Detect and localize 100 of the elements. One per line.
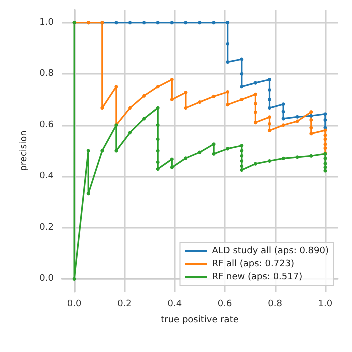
x-axis-title: true positive rate [161, 316, 240, 326]
point [184, 106, 188, 110]
point [268, 78, 272, 82]
point [184, 156, 188, 160]
point [254, 121, 258, 125]
point [324, 142, 328, 146]
point [156, 167, 160, 171]
point [198, 100, 202, 104]
point [142, 117, 146, 121]
legend-label: RF all (aps: 0.723) [212, 260, 295, 270]
point [170, 21, 174, 25]
point [268, 88, 272, 92]
point [100, 149, 104, 153]
point [128, 131, 132, 135]
point [226, 21, 230, 25]
point [324, 162, 328, 166]
point [310, 114, 314, 118]
point [310, 132, 314, 136]
point [240, 58, 244, 62]
point [310, 118, 314, 122]
point [324, 166, 328, 170]
point [296, 156, 300, 160]
point [226, 60, 230, 64]
y-tick-label: 0.4 [40, 172, 54, 182]
point [240, 149, 244, 153]
y-axis-title: precision [19, 130, 30, 172]
point [156, 85, 160, 89]
y-tick-label: 0.2 [40, 222, 54, 233]
point [156, 124, 160, 128]
point [198, 21, 202, 25]
point [142, 94, 146, 98]
y-tick-label: 0.0 [40, 274, 54, 284]
point [184, 21, 188, 25]
x-tick-label: 0.8 [268, 300, 283, 310]
x-tick-label: 0.6 [218, 300, 233, 310]
point [240, 85, 244, 89]
point [156, 106, 160, 110]
y-tick-label: 0.6 [40, 120, 54, 130]
point [114, 85, 118, 89]
point [254, 102, 258, 106]
point [282, 102, 286, 106]
point [324, 112, 328, 116]
point [142, 21, 146, 25]
point [170, 98, 174, 102]
point [268, 106, 272, 110]
point [310, 154, 314, 158]
point [156, 160, 160, 164]
point [170, 78, 174, 82]
point [240, 154, 244, 158]
point [268, 98, 272, 102]
point [324, 134, 328, 138]
point [170, 158, 174, 162]
point [268, 129, 272, 132]
point [128, 21, 132, 25]
point [100, 106, 104, 110]
point [240, 98, 244, 102]
point [212, 152, 216, 156]
point [324, 146, 328, 150]
legend-label: RF new (aps: 0.517) [212, 272, 303, 282]
point [254, 162, 258, 166]
point [72, 277, 76, 281]
point [114, 21, 118, 25]
point [268, 160, 272, 164]
point [86, 192, 90, 196]
point [240, 72, 244, 76]
point [226, 147, 230, 151]
point [184, 91, 188, 95]
point [170, 166, 174, 170]
point [254, 81, 258, 85]
point [310, 110, 314, 114]
point [212, 21, 216, 25]
x-tick-label: 0.4 [168, 300, 182, 310]
point [128, 106, 132, 110]
point [226, 103, 230, 107]
point [156, 21, 160, 25]
point [282, 124, 286, 128]
point [282, 156, 286, 160]
point [268, 116, 272, 120]
point [156, 138, 160, 142]
x-tick-label: 0.0 [67, 300, 82, 310]
point [240, 164, 244, 168]
point [226, 90, 230, 94]
y-tick-label: 1.0 [40, 18, 54, 28]
point [212, 94, 216, 98]
point [296, 115, 300, 119]
y-tick-label: 0.8 [40, 69, 54, 80]
point [254, 92, 258, 96]
point [324, 118, 328, 122]
point [254, 110, 258, 114]
point [226, 42, 230, 46]
point [212, 142, 216, 146]
point [240, 168, 244, 172]
point [324, 156, 328, 160]
point [240, 160, 244, 164]
point [86, 149, 90, 153]
legend-label: ALD study all (aps: 0.890) [212, 246, 330, 256]
point [310, 126, 314, 130]
x-tick-label: 1.0 [318, 300, 333, 310]
point [156, 149, 160, 153]
point [240, 144, 244, 148]
